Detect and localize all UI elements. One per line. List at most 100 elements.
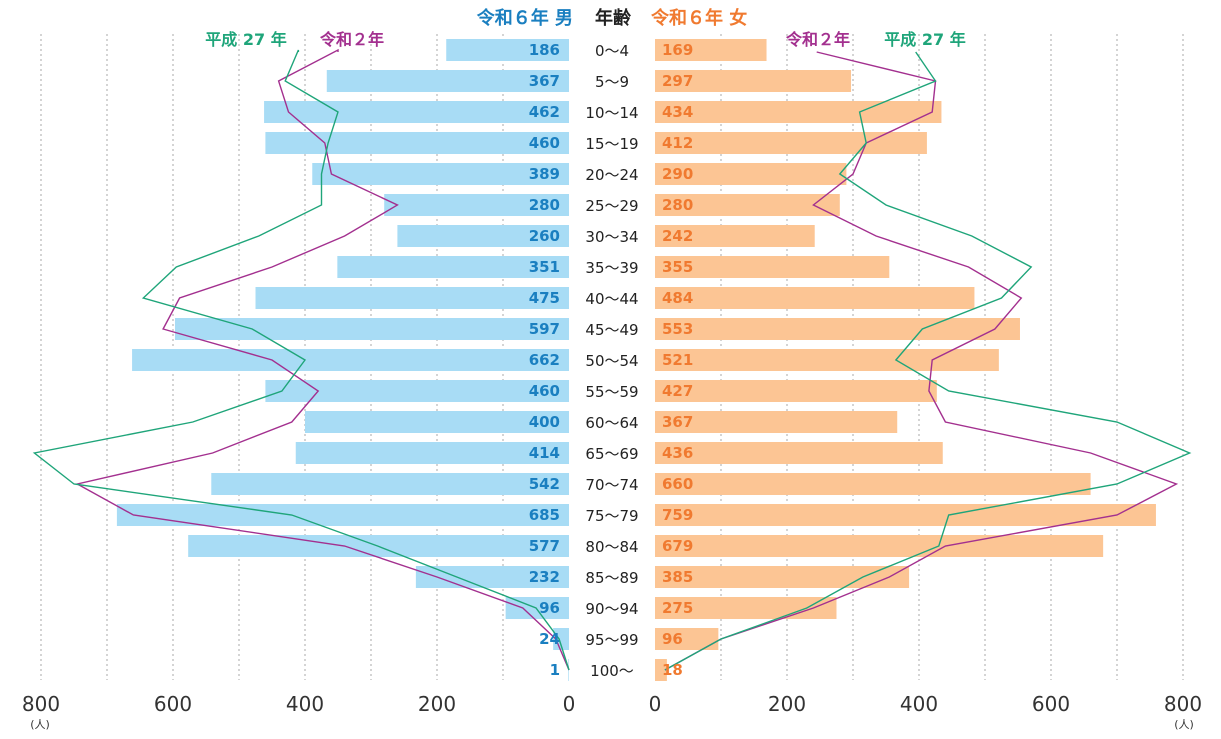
female-bar — [655, 504, 1156, 526]
h27-male-line — [32, 49, 570, 671]
male-bar — [384, 194, 569, 216]
age-group-label: 60～64 — [585, 414, 638, 432]
male-bar — [255, 287, 569, 309]
female-value-label: 96 — [662, 630, 683, 648]
age-group-label: 25～29 — [585, 197, 638, 215]
female-value-label: 436 — [662, 444, 693, 462]
male-value-label: 280 — [529, 196, 560, 214]
male-bar — [337, 256, 569, 278]
female-bar — [655, 194, 840, 216]
female-value-label: 679 — [662, 537, 693, 555]
x-tick-right: 400 — [900, 692, 938, 716]
h27-female-line — [664, 51, 1192, 671]
legend-r2-right: 令和２年 — [785, 30, 850, 49]
male-bar — [553, 628, 569, 650]
male-value-label: 186 — [529, 41, 560, 59]
male-value-label: 96 — [539, 599, 560, 617]
female-bar — [655, 659, 667, 681]
male-bar — [295, 442, 569, 464]
male-value-label: 232 — [529, 568, 560, 586]
male-value-label: 414 — [529, 444, 560, 462]
female-bar — [655, 349, 999, 371]
female-bar — [655, 256, 890, 278]
male-value-label: 597 — [529, 320, 560, 338]
female-value-label: 759 — [662, 506, 693, 524]
x-tick-right: 600 — [1032, 692, 1070, 716]
x-tick-left: 800 — [22, 692, 60, 716]
male-value-label: 460 — [529, 382, 560, 400]
age-group-label: 0～4 — [595, 42, 629, 60]
female-bar — [655, 225, 815, 247]
female-bar — [655, 287, 975, 309]
male-bar — [265, 132, 569, 154]
male-bar — [132, 349, 569, 371]
male-value-label: 542 — [529, 475, 560, 493]
male-value-label: 577 — [529, 537, 560, 555]
age-group-label: 45～49 — [585, 321, 638, 339]
male-value-label: 1 — [550, 661, 560, 679]
age-group-label: 30～34 — [585, 228, 638, 246]
header-age: 年齢 — [595, 7, 632, 29]
male-bar — [211, 473, 569, 495]
legend-h27-left: 平成 27 年 — [205, 30, 286, 49]
female-value-label: 242 — [662, 227, 693, 245]
male-bar — [116, 504, 570, 526]
male-bar — [265, 380, 569, 402]
male-value-label: 260 — [529, 227, 560, 245]
age-group-label: 65～69 — [585, 445, 638, 463]
female-value-label: 169 — [662, 41, 693, 59]
age-group-label: 35～39 — [585, 259, 638, 277]
female-value-label: 297 — [662, 72, 693, 90]
male-value-label: 462 — [529, 103, 560, 121]
male-value-label: 24 — [539, 630, 560, 648]
x-tick-right: 200 — [768, 692, 806, 716]
male-bar — [305, 411, 569, 433]
unit-label-left: (人) — [30, 718, 50, 731]
female-value-label: 484 — [662, 289, 693, 307]
header-female: 令和６年 女 — [650, 7, 747, 29]
male-value-label: 460 — [529, 134, 560, 152]
female-value-label: 553 — [662, 320, 693, 338]
female-bar — [655, 318, 1020, 340]
male-bar — [264, 101, 569, 123]
female-bar — [655, 380, 937, 402]
female-value-label: 427 — [662, 382, 693, 400]
male-bar — [397, 225, 569, 247]
female-value-label: 521 — [662, 351, 693, 369]
female-value-label: 434 — [662, 103, 693, 121]
r2-female-line — [664, 51, 1179, 671]
female-bar — [655, 411, 898, 433]
x-tick-left: 200 — [418, 692, 456, 716]
age-group-label: 80～84 — [585, 538, 638, 556]
x-tick-left: 400 — [286, 692, 324, 716]
male-value-label: 351 — [529, 258, 560, 276]
female-bar — [655, 442, 943, 464]
legend-r2-left: 令和２年 — [319, 30, 384, 49]
x-tick-right: 800 — [1164, 692, 1202, 716]
male-bar — [312, 163, 569, 185]
female-bar — [655, 101, 942, 123]
age-group-label: 90～94 — [585, 600, 638, 618]
female-value-label: 290 — [662, 165, 693, 183]
age-group-label: 85～89 — [585, 569, 638, 587]
male-bar — [174, 318, 570, 340]
age-group-label: 20～24 — [585, 166, 638, 184]
female-value-label: 275 — [662, 599, 693, 617]
female-bar — [655, 70, 852, 92]
male-value-label: 662 — [529, 351, 560, 369]
r2-male-line — [75, 48, 570, 671]
x-tick-right: 0 — [649, 692, 662, 716]
female-bar — [655, 535, 1104, 557]
x-tick-left: 0 — [563, 692, 576, 716]
female-value-label: 355 — [662, 258, 693, 276]
age-group-label: 55～59 — [585, 383, 638, 401]
female-bar — [655, 39, 767, 61]
female-bar — [655, 628, 719, 650]
x-tick-left: 600 — [154, 692, 192, 716]
male-value-label: 685 — [529, 506, 560, 524]
age-group-label: 5～9 — [595, 73, 629, 91]
age-group-label: 75～79 — [585, 507, 638, 525]
female-bar — [655, 163, 847, 185]
female-bar — [655, 132, 927, 154]
